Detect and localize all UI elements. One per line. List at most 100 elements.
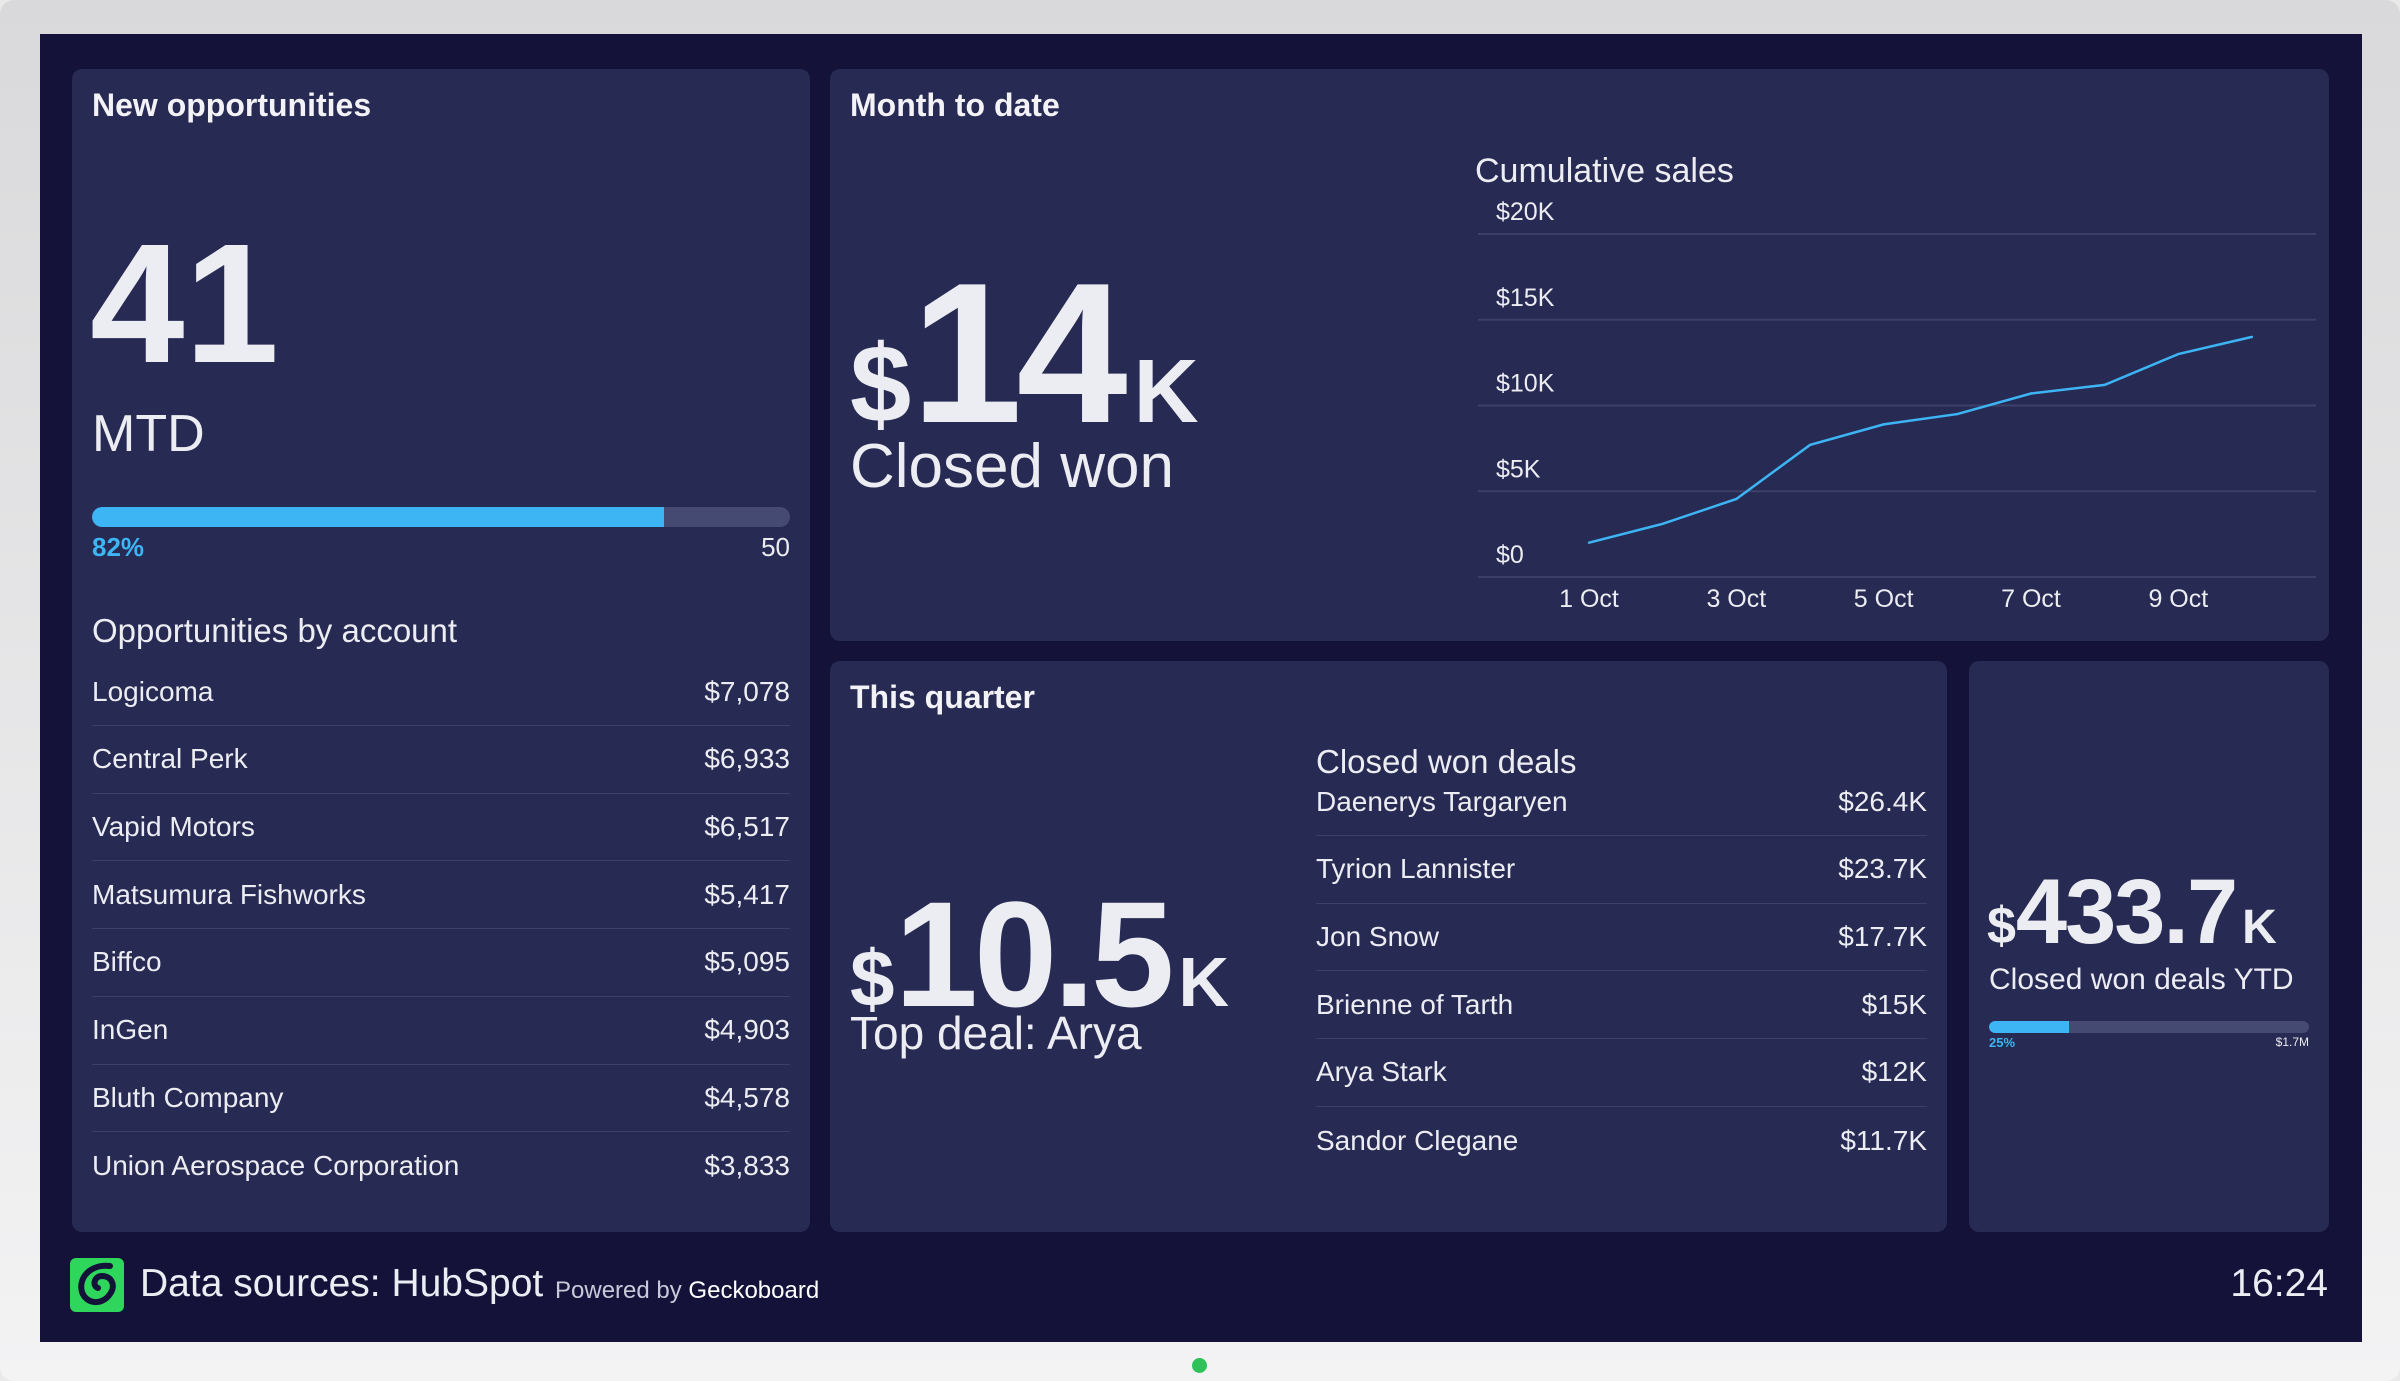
item-name: Sandor Clegane xyxy=(1316,1124,1519,1156)
item-name: Daenerys Targaryen xyxy=(1316,785,1568,817)
item-value: $5,417 xyxy=(704,878,790,910)
data-point xyxy=(2029,392,2033,395)
data-point xyxy=(2250,335,2254,339)
closed-won-value: $14 K xyxy=(850,254,1199,454)
item-name: Logicoma xyxy=(92,675,214,707)
value-suffix: K xyxy=(1133,342,1199,442)
item-value: $26.4K xyxy=(1838,785,1927,817)
item-name: Jon Snow xyxy=(1316,920,1439,952)
data-point xyxy=(1956,412,1959,416)
list-item: Matsumura Fishworks $5,417 xyxy=(92,861,790,930)
currency-prefix: $ xyxy=(1987,897,2016,955)
item-name: Biffco xyxy=(92,946,162,978)
item-value: $4,903 xyxy=(704,1014,790,1045)
item-value: $6,517 xyxy=(704,810,790,842)
powered-by-label: Powered by xyxy=(555,1277,682,1304)
y-tick-label: $20K xyxy=(1496,198,1555,226)
item-value: $7,078 xyxy=(704,675,790,707)
data-point xyxy=(1587,541,1591,544)
data-point xyxy=(1808,443,1812,447)
powered-by: Powered by Geckoboard xyxy=(555,1277,819,1305)
list-title: Closed won deals xyxy=(1316,743,1577,780)
list-item: Vapid Motors $6,517 xyxy=(92,793,790,862)
list-item: InGen $4,903 xyxy=(92,997,790,1065)
data-point xyxy=(2177,352,2180,356)
ytd-label: Closed won deals YTD xyxy=(1989,963,2294,996)
list-item: Bluth Company $4,578 xyxy=(92,1064,790,1133)
item-value: $11.7K xyxy=(1840,1124,1927,1156)
item-name: InGen xyxy=(92,1014,169,1045)
list-title: Opportunities by account xyxy=(92,612,458,649)
progress-goal: 50 xyxy=(761,532,790,562)
list-item: Logicoma $7,078 xyxy=(92,658,790,726)
progress-bar xyxy=(92,507,790,527)
brand-name[interactable]: Geckoboard xyxy=(688,1277,820,1304)
new-opportunities-widget: New opportunities 41 MTD 82% 50 Opportun… xyxy=(72,69,810,1232)
item-name: Brienne of Tarth xyxy=(1316,988,1514,1020)
item-name: Vapid Motors xyxy=(92,810,255,842)
y-tick-label: $10K xyxy=(1496,370,1555,398)
item-value: $4,578 xyxy=(704,1081,790,1113)
opportunities-count: 41 xyxy=(90,209,280,399)
currency-prefix: $ xyxy=(850,934,895,1023)
progress-bar xyxy=(1989,1021,2309,1033)
deals-list: Daenerys Targaryen $26.4K Tyrion Lannister… xyxy=(1296,768,1947,1218)
list-item: Brienne of Tarth $15K xyxy=(1316,971,1927,1040)
list-item: Biffco $5,095 xyxy=(92,929,790,997)
top-deal-label: Top deal: Arya xyxy=(850,1007,1142,1059)
progress-fill xyxy=(1989,1021,2069,1033)
list-item: Arya Stark $12K xyxy=(1316,1039,1927,1107)
item-value: $5,095 xyxy=(704,946,790,978)
count-label: MTD xyxy=(92,405,205,463)
geckoboard-logo-icon xyxy=(70,1258,124,1312)
x-tick-label: 3 Oct xyxy=(1706,585,1766,613)
month-to-date-widget: Month to date $14 K Closed won Cumulative… xyxy=(830,69,2329,641)
widget-title: New opportunities xyxy=(92,87,372,123)
item-name: Tyrion Lannister xyxy=(1316,853,1516,885)
x-tick-label: 7 Oct xyxy=(2001,585,2061,613)
cumulative-sales-line xyxy=(1588,335,2253,544)
item-name: Bluth Company xyxy=(92,1081,284,1113)
value-suffix: K xyxy=(1178,943,1230,1021)
list-item: Union Aerospace Corporation $3,833 xyxy=(92,1132,790,1200)
ytd-widget: $433.7 K Closed won deals YTD 25% $1.7M xyxy=(1969,661,2329,1232)
list-item: Daenerys Targaryen $26.4K xyxy=(1316,768,1927,836)
item-value: $12K xyxy=(1861,1056,1927,1088)
data-point xyxy=(1661,522,1664,526)
currency-prefix: $ xyxy=(850,323,912,446)
item-value: $17.7K xyxy=(1838,920,1927,952)
value-number: 433.7 xyxy=(2015,861,2238,963)
ytd-value: $433.7 K xyxy=(1987,866,2277,958)
this-quarter-widget: This quarter $10.5 K Top deal: Arya Close… xyxy=(830,661,1947,1232)
progress-fill xyxy=(92,507,665,527)
closed-won-label: Closed won xyxy=(850,432,1174,501)
item-value: $6,933 xyxy=(704,743,790,775)
y-tick-label: $15K xyxy=(1496,284,1555,312)
item-value: $23.7K xyxy=(1838,853,1927,885)
y-tick-label: $5K xyxy=(1496,455,1541,483)
item-name: Union Aerospace Corporation xyxy=(92,1149,460,1181)
top-deal-value: $10.5 K xyxy=(850,879,1229,1029)
item-name: Matsumura Fishworks xyxy=(92,878,366,910)
power-indicator xyxy=(1192,1358,1207,1373)
progress-percent: 82% xyxy=(92,532,145,562)
list-item: Tyrion Lannister $23.7K xyxy=(1316,836,1927,904)
value-number: 14 xyxy=(911,242,1127,465)
item-name: Central Perk xyxy=(92,743,248,775)
progress-goal: $1.7M xyxy=(2275,1035,2309,1049)
y-tick-label: $0 xyxy=(1496,541,1524,569)
data-point xyxy=(2103,383,2106,387)
value-number: 10.5 xyxy=(894,870,1175,1038)
x-tick-label: 9 Oct xyxy=(2148,585,2208,613)
chart-title: Cumulative sales xyxy=(1475,152,1734,190)
list-item: Jon Snow $17.7K xyxy=(1316,903,1927,972)
widget-title: Month to date xyxy=(850,87,1060,123)
progress-percent: 25% xyxy=(1989,1035,2016,1050)
item-value: $15K xyxy=(1861,988,1927,1020)
list-item: Central Perk $6,933 xyxy=(92,726,790,794)
value-suffix: K xyxy=(2242,901,2277,954)
item-name: Arya Stark xyxy=(1316,1056,1447,1088)
cumulative-sales-chart: $0 $5K $10K $15K $20K 1 Oct 3 Oct 5 Oct 7 Oct 9 O… xyxy=(1478,198,2316,613)
data-point xyxy=(1735,497,1738,501)
clock: 16:24 xyxy=(2230,1262,2328,1305)
